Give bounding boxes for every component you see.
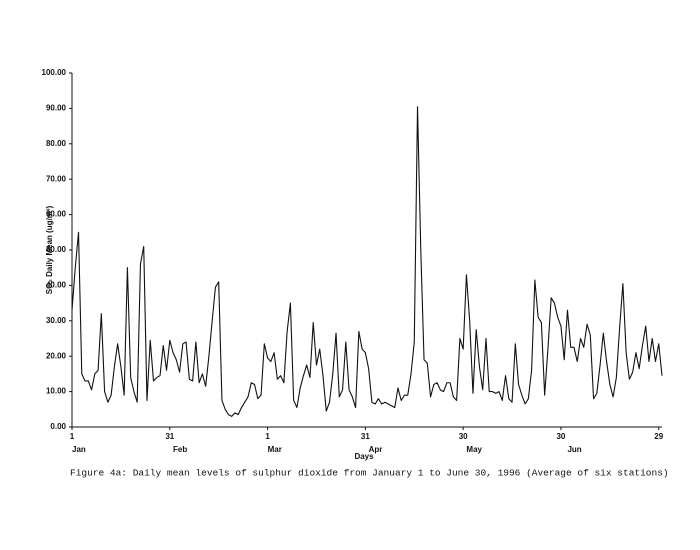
month-label: Mar [268, 445, 282, 454]
x-tick-label: 31 [361, 432, 370, 441]
month-label: Feb [173, 445, 187, 454]
y-tick-label: 0.00 [50, 422, 66, 431]
y-tick-label: 70.00 [46, 174, 67, 183]
y-tick-label: 90.00 [46, 104, 67, 113]
y-tick-label: 80.00 [46, 139, 67, 148]
data-line [71, 106, 663, 417]
x-tick-label: 1 [70, 432, 75, 441]
x-tick-label: 30 [556, 432, 565, 441]
month-label: Apr [369, 445, 383, 454]
y-tick-label: 100.00 [42, 68, 67, 77]
caption: Figure 4a: Daily mean levels of sulphur … [70, 468, 669, 479]
y-tick-label: 20.00 [46, 351, 67, 360]
x-tick-label: 1 [265, 432, 270, 441]
y-tick-label: 40.00 [46, 281, 67, 290]
x-tick-label: 31 [165, 432, 174, 441]
y-axis-title: SO₂ Daily Mean (ug/m³) [45, 205, 54, 294]
y-tick-label: 50.00 [46, 245, 67, 254]
y-tick-label: 60.00 [46, 210, 67, 219]
month-label: Jun [567, 445, 581, 454]
x-axis-title: Days [354, 452, 374, 461]
month-label: Jan [72, 445, 86, 454]
month-label: May [466, 445, 482, 454]
y-tick-label: 10.00 [46, 387, 67, 396]
y-tick-label: 30.00 [46, 316, 67, 325]
x-tick-label: 29 [654, 432, 663, 441]
x-tick-label: 30 [459, 432, 468, 441]
